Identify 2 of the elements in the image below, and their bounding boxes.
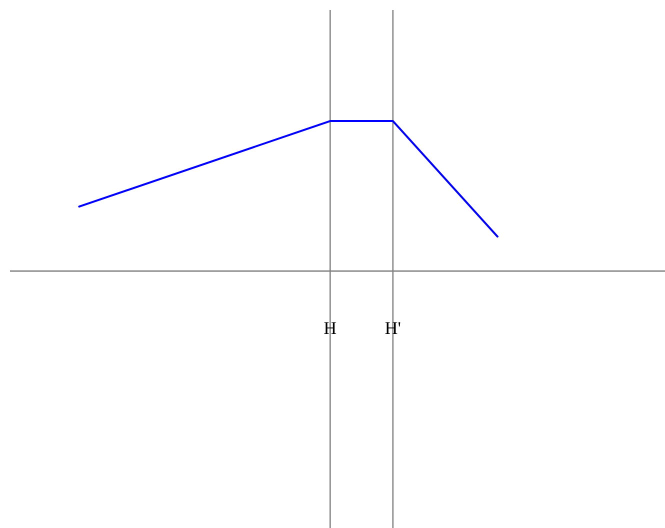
x-tick-label: H: [324, 318, 337, 338]
x-tick-label: H': [384, 318, 402, 338]
